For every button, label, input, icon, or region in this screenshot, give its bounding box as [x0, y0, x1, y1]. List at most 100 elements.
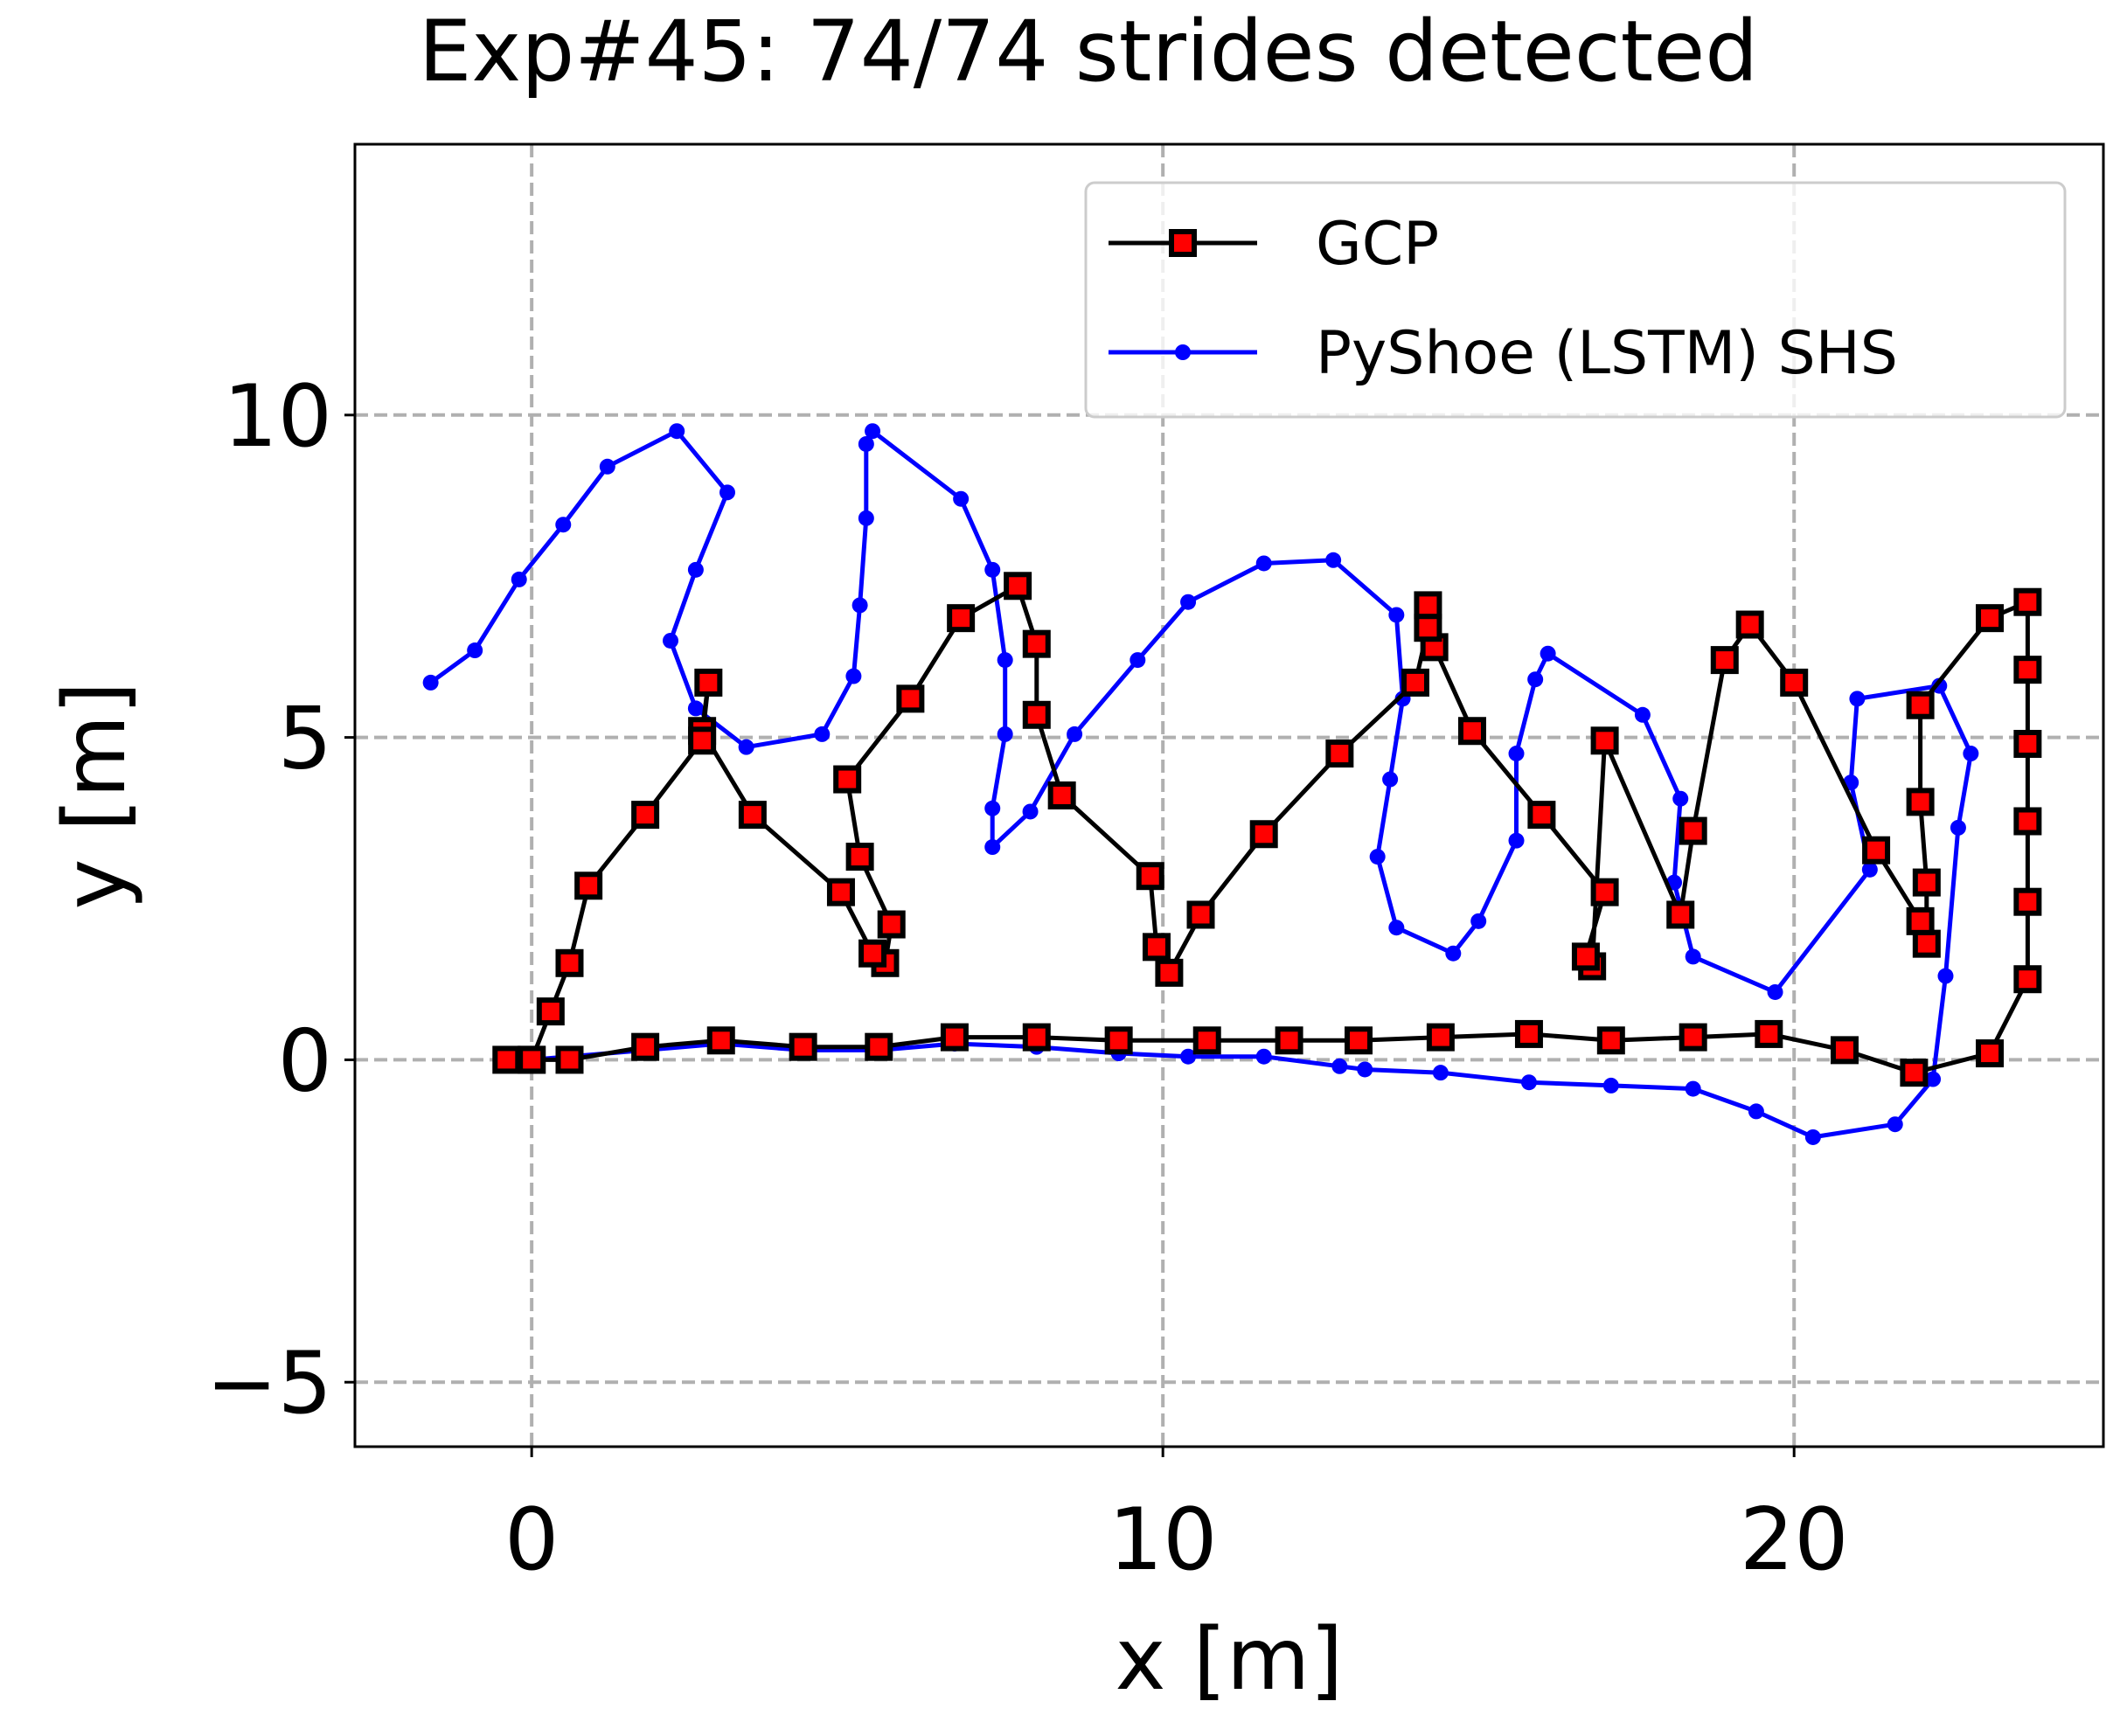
- pyshoe-point: [1767, 983, 1783, 1000]
- gcp-point: [1679, 816, 1707, 845]
- gcp-point: [1345, 1026, 1373, 1055]
- x-axis-label: x [m]: [1115, 1610, 1343, 1710]
- gcp-point: [1862, 836, 1891, 865]
- gcp-point: [1571, 942, 1600, 971]
- gcp-point: [865, 1032, 893, 1061]
- pyshoe-point: [1685, 948, 1701, 965]
- gcp-point: [492, 1045, 521, 1074]
- pyshoe-point: [1634, 706, 1651, 723]
- pyshoe-point: [984, 839, 1001, 856]
- gcp-point: [858, 939, 887, 968]
- pyshoe-point: [1887, 1116, 1903, 1133]
- pyshoe-point: [997, 652, 1013, 669]
- gcp-point: [688, 726, 717, 755]
- gcp-point: [574, 871, 603, 900]
- pyshoe-point: [1255, 555, 1272, 572]
- pyshoe-point: [1180, 1048, 1197, 1065]
- x-tick-label: 20: [1740, 1490, 1849, 1590]
- pyshoe-point: [599, 458, 615, 475]
- gcp-point: [1900, 1059, 1929, 1087]
- pyshoe-point: [858, 510, 874, 526]
- gcp-point: [1004, 572, 1032, 601]
- gcp-point: [1710, 646, 1739, 675]
- gcp-point: [738, 801, 767, 830]
- series-gcp: [492, 572, 2042, 1087]
- gcp-point: [1142, 933, 1171, 962]
- gcp-point: [1666, 900, 1695, 929]
- pyshoe-point: [1748, 1103, 1764, 1120]
- pyshoe-point: [422, 674, 439, 691]
- gcp-point: [2013, 887, 2042, 916]
- gcp-point: [1976, 1039, 2005, 1068]
- gcp-point: [1414, 614, 1442, 642]
- pyshoe-point: [1022, 803, 1039, 820]
- pyshoe-point: [1861, 861, 1878, 878]
- gcp-point: [555, 1045, 584, 1074]
- pyshoe-point: [997, 726, 1013, 742]
- legend-box: [1084, 181, 2067, 419]
- gcp-point: [940, 1023, 969, 1052]
- gcp-point: [896, 684, 925, 713]
- gcp-point: [1186, 900, 1215, 929]
- gcp-point: [1906, 691, 1935, 719]
- gcp-point: [1022, 1023, 1051, 1052]
- series-gcp-line: [506, 583, 2030, 1075]
- pyshoe-point: [1508, 746, 1525, 762]
- pyshoe-point: [1445, 945, 1462, 962]
- pyshoe-point: [1540, 645, 1556, 662]
- gcp-point: [1976, 604, 2005, 633]
- gcp-point: [789, 1032, 817, 1061]
- axis-ticks: 0 10 20 −5 0 5 10: [206, 367, 1849, 1590]
- gcp-point: [694, 668, 723, 697]
- gcp-point: [518, 1045, 546, 1074]
- x-tick-label: 10: [1109, 1490, 1218, 1590]
- pyshoe-point: [953, 490, 970, 507]
- pyshoe-point: [814, 726, 831, 742]
- legend: GCP PyShoe (LSTM) SHS: [1084, 181, 2067, 419]
- gcp-point: [1275, 1026, 1303, 1055]
- pyshoe-point: [1388, 920, 1405, 936]
- gcp-point: [536, 997, 565, 1026]
- gcp-point: [631, 1032, 660, 1061]
- gcp-point: [1596, 1026, 1625, 1055]
- gcp-point: [1426, 1023, 1455, 1052]
- pyshoe-point: [1804, 1128, 1821, 1145]
- pyshoe-point: [858, 435, 874, 452]
- gcp-point: [1590, 726, 1619, 755]
- pyshoe-point: [687, 561, 704, 578]
- gcp-point: [1325, 740, 1354, 768]
- legend-pyshoe-label: PyShoe (LSTM) SHS: [1316, 319, 1898, 388]
- x-tick-label: 0: [504, 1490, 559, 1590]
- gcp-point: [706, 1026, 735, 1055]
- pyshoe-point: [1180, 594, 1197, 610]
- pyshoe-point: [1950, 819, 1966, 836]
- pyshoe-point: [1508, 832, 1525, 849]
- gcp-point: [1514, 1019, 1543, 1048]
- gcp-point: [2013, 965, 2042, 994]
- gcp-point: [1047, 781, 1076, 809]
- gcp-point: [1780, 668, 1809, 697]
- y-tick-label: 5: [278, 690, 332, 789]
- gcp-point: [1136, 862, 1164, 891]
- gcp-point: [2013, 807, 2042, 836]
- pyshoe-point: [1067, 726, 1083, 742]
- series-layer: [422, 423, 2042, 1145]
- pyshoe-point: [687, 700, 704, 717]
- gcp-point: [1022, 629, 1051, 658]
- y-axis-label: y [m]: [45, 681, 145, 909]
- pyshoe-point: [1357, 1061, 1373, 1078]
- gcp-point: [2013, 587, 2042, 616]
- gcp-point: [555, 948, 584, 977]
- legend-gcp-marker: [1169, 229, 1197, 257]
- gcp-point: [2013, 729, 2042, 758]
- pyshoe-point: [669, 423, 685, 440]
- pyshoe-point: [1255, 1048, 1272, 1065]
- pyshoe-point: [1520, 1074, 1537, 1091]
- gcp-point: [877, 910, 906, 939]
- pyshoe-point: [1937, 968, 1954, 984]
- gcp-point: [1755, 1019, 1783, 1048]
- y-tick-label: 10: [223, 367, 332, 467]
- pyshoe-point: [865, 423, 881, 440]
- y-tick-label: 0: [278, 1011, 332, 1111]
